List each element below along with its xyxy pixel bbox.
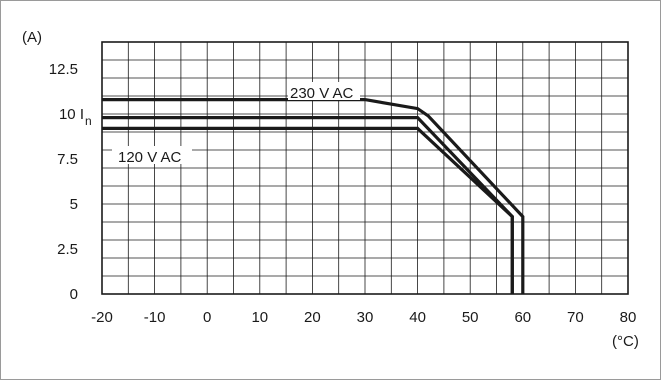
x-tick-label: -20 xyxy=(91,309,113,326)
y-tick-label: 7.5 xyxy=(57,151,78,168)
series-group: 230 V AC 120 V AC xyxy=(102,82,525,294)
x-tick-label: 20 xyxy=(304,309,321,326)
x-tick-label: 60 xyxy=(514,309,531,326)
grid xyxy=(102,42,628,294)
y-tick-label: 2.5 xyxy=(57,241,78,258)
annotation-background xyxy=(288,82,360,100)
y-tick-subscript: n xyxy=(85,114,92,128)
x-tick-label: 10 xyxy=(251,309,268,326)
series-annotation-label: 230 V AC xyxy=(290,85,354,102)
y-tick-label: 12.5 xyxy=(49,61,78,78)
series-annotation-label: 120 V AC xyxy=(118,149,182,166)
y-tick-label: 0 xyxy=(70,286,78,303)
y-tick-label: 10 I xyxy=(59,106,84,123)
x-tick-label: -10 xyxy=(144,309,166,326)
plot-area-border xyxy=(101,41,629,295)
x-tick-label: 40 xyxy=(409,309,426,326)
x-tick-label: 50 xyxy=(462,309,479,326)
series-line-2 xyxy=(102,115,514,294)
y-tick-label: 5 xyxy=(70,196,78,213)
x-tick-label: 70 xyxy=(567,309,584,326)
y-axis-unit-label: (A) xyxy=(22,29,42,46)
x-tick-label: 0 xyxy=(203,309,211,326)
x-tick-label: 80 xyxy=(620,309,637,326)
x-tick-label: 30 xyxy=(357,309,374,326)
x-axis-unit-label: (°C) xyxy=(612,333,639,350)
series-line-3 xyxy=(102,126,514,294)
annotation-background xyxy=(112,146,192,164)
